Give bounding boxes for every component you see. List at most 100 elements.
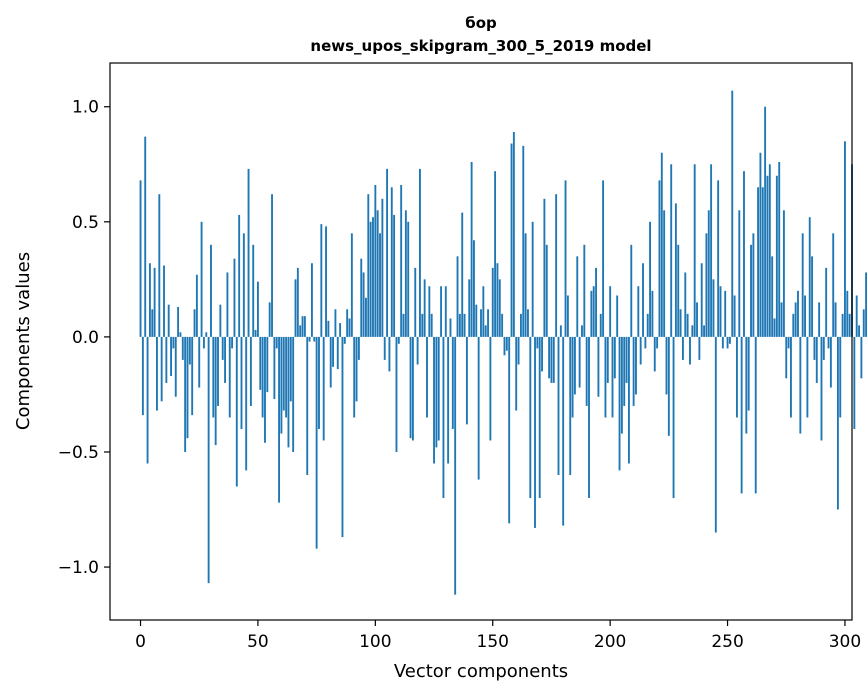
- bar-component-145: [480, 309, 482, 337]
- bar-component-5: [151, 309, 154, 337]
- bar-component-54: [266, 336, 269, 393]
- y-axis-label: Components values: [13, 252, 34, 430]
- bar-component-234: [689, 336, 691, 365]
- bar-component-99: [372, 217, 374, 337]
- bar-component-220: [656, 336, 659, 349]
- bar-component-130: [444, 286, 447, 337]
- x-tick-label: 250: [711, 632, 743, 652]
- bar-component-88: [346, 309, 349, 337]
- bar-component-146: [482, 286, 485, 337]
- bar-component-27: [202, 336, 205, 349]
- bar-component-306: [858, 325, 860, 337]
- bar-component-195: [597, 336, 600, 397]
- bar-component-44: [242, 233, 245, 337]
- bar-component-24: [195, 274, 198, 337]
- bar-component-221: [658, 180, 661, 337]
- bar-component-150: [491, 267, 494, 337]
- bar-component-128: [440, 286, 443, 337]
- bar-component-160: [515, 336, 518, 411]
- x-axis-ticks: 0 50 100 150 200 250 300: [135, 620, 861, 652]
- bar-component-235: [691, 325, 694, 337]
- bar-component-204: [618, 336, 621, 471]
- bar-component-175: [550, 336, 553, 383]
- bar-component-288: [815, 336, 818, 383]
- bar-component-266: [764, 106, 767, 337]
- bar-component-214: [642, 263, 644, 337]
- bar-component-9: [160, 336, 163, 402]
- x-tick-label: 0: [135, 632, 146, 652]
- bar-component-293: [827, 336, 830, 349]
- bar-component-257: [743, 171, 745, 337]
- bar-component-159: [512, 132, 515, 337]
- bar-component-238: [698, 336, 701, 360]
- bar-component-274: [782, 210, 785, 337]
- bar-component-62: [285, 336, 288, 418]
- bar-component-110: [397, 336, 400, 344]
- bar-component-132: [449, 318, 452, 337]
- bar-component-70: [303, 316, 306, 337]
- bar-component-218: [651, 290, 654, 337]
- bar-component-64: [289, 336, 292, 402]
- bar-component-104: [383, 336, 386, 360]
- bar-component-242: [707, 210, 710, 337]
- bar-component-114: [407, 221, 410, 337]
- bar-component-125: [433, 336, 435, 464]
- bar-component-223: [663, 210, 666, 337]
- bar-component-198: [604, 336, 607, 418]
- bar-component-284: [806, 336, 809, 418]
- bar-component-67: [296, 267, 299, 337]
- bar-component-275: [785, 336, 788, 379]
- bar-component-251: [728, 336, 731, 344]
- bar-component-31: [212, 336, 215, 418]
- bar-component-37: [226, 272, 229, 337]
- bar-component-236: [693, 164, 696, 337]
- bar-component-46: [247, 168, 250, 337]
- bar-component-149: [489, 336, 492, 441]
- bar-component-112: [402, 313, 405, 337]
- bar-component-279: [794, 302, 797, 337]
- bar-component-202: [613, 336, 616, 379]
- bar-component-45: [245, 336, 248, 471]
- bar-component-51: [259, 336, 262, 390]
- bar-component-72: [308, 336, 311, 342]
- bar-component-63: [287, 336, 290, 448]
- bar-component-12: [167, 304, 170, 337]
- bar-component-10: [163, 265, 165, 337]
- bar-component-300: [844, 141, 846, 337]
- bar-component-265: [761, 187, 764, 337]
- bar-component-215: [644, 336, 647, 349]
- bar-component-277: [790, 336, 792, 418]
- bar-component-246: [717, 180, 720, 337]
- bar-component-124: [430, 313, 433, 337]
- bar-component-249: [724, 290, 727, 337]
- bar-component-167: [531, 221, 534, 337]
- bar-component-84: [336, 336, 339, 370]
- bar-component-243: [710, 164, 713, 337]
- bar-component-212: [637, 286, 640, 337]
- bar-component-263: [757, 187, 760, 337]
- y-axis-ticks: −1.0 −0.5 0.0 0.5 1.0: [58, 98, 110, 578]
- bar-component-278: [792, 313, 795, 337]
- bar-component-20: [186, 336, 189, 439]
- bar-component-259: [747, 336, 750, 411]
- bar-component-211: [635, 336, 637, 395]
- bar-component-76: [318, 336, 320, 429]
- bar-component-39: [231, 336, 234, 349]
- bar-component-271: [775, 175, 778, 337]
- bar-component-136: [458, 313, 461, 337]
- bar-component-153: [498, 279, 501, 337]
- bar-component-50: [256, 281, 259, 337]
- bar-component-227: [672, 336, 675, 499]
- bar-component-91: [353, 336, 356, 418]
- bar-component-276: [787, 336, 790, 349]
- bar-component-196: [599, 313, 602, 337]
- bar-component-286: [811, 256, 814, 337]
- bar-component-1: [141, 336, 144, 416]
- bar-component-245: [714, 336, 717, 533]
- bar-component-111: [400, 184, 403, 337]
- bar-component-115: [409, 336, 412, 439]
- bar-component-168: [534, 336, 536, 528]
- bar-component-113: [404, 210, 407, 337]
- bar-component-148: [487, 309, 489, 337]
